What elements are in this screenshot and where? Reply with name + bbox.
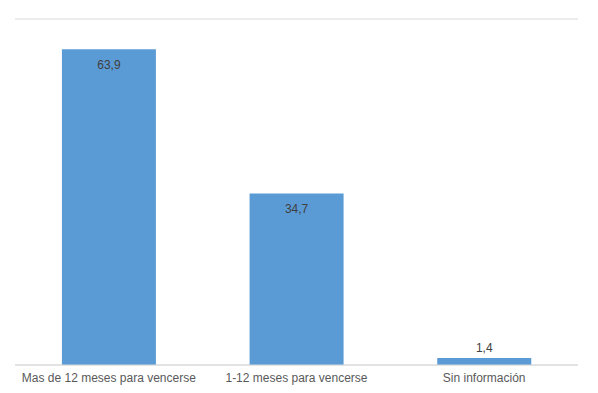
svg-text:Mas de 12 meses para vencerse: Mas de 12 meses para vencerse: [22, 371, 196, 385]
svg-text:34,7: 34,7: [285, 202, 309, 216]
svg-text:1,4: 1,4: [476, 341, 493, 355]
svg-text:1-12 meses para vencerse: 1-12 meses para vencerse: [225, 371, 367, 385]
svg-text:Sin información: Sin información: [443, 371, 526, 385]
svg-text:63,9: 63,9: [97, 58, 121, 72]
